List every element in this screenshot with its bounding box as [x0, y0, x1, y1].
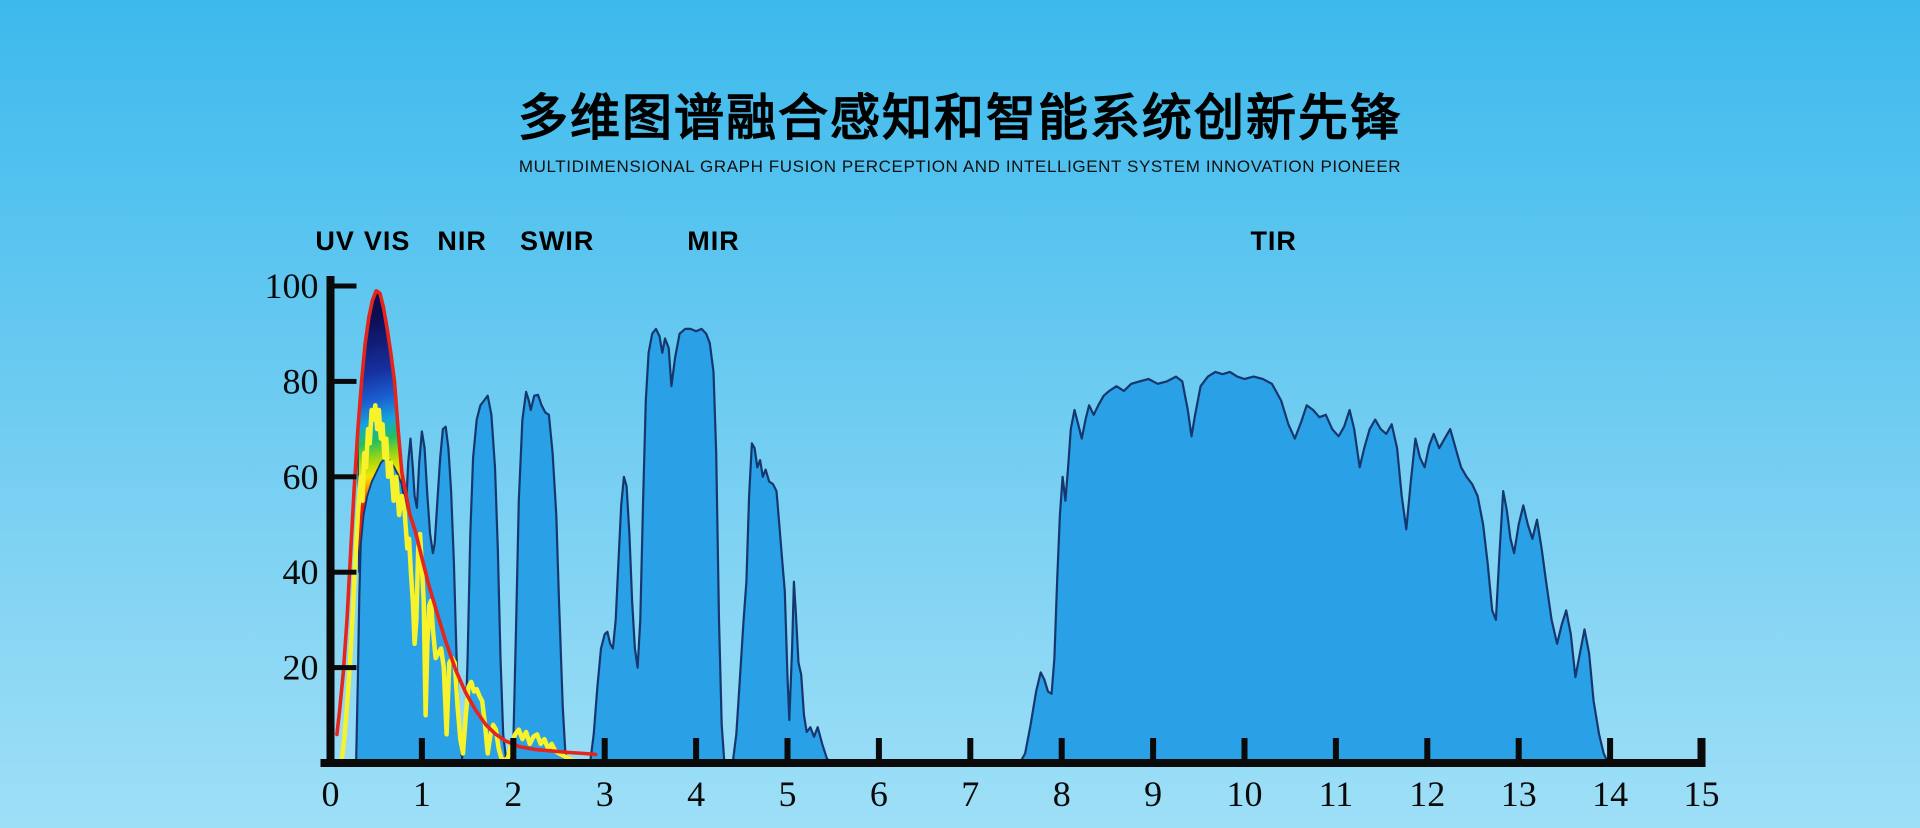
y-axis-tick [334, 283, 357, 289]
band-label-uv: UV [315, 226, 355, 256]
x-axis-tick [693, 738, 700, 759]
band-label-swir: SWIR [520, 226, 595, 256]
y-axis-tick [334, 474, 357, 480]
x-axis-tick [510, 738, 517, 759]
transmission-area [355, 327, 1610, 765]
x-axis-tick-label: 8 [1053, 774, 1071, 814]
band-label-vis: VIS [364, 226, 411, 256]
band-label-tir: TIR [1250, 226, 1297, 256]
page-subtitle: MULTIDIMENSIONAL GRAPH FUSION PERCEPTION… [518, 157, 1402, 176]
x-axis-tick-label: 14 [1592, 774, 1628, 814]
x-axis-tick [1058, 738, 1065, 759]
x-axis-tick-label: 7 [961, 774, 979, 814]
y-axis-tick-label: 20 [283, 648, 319, 688]
x-axis-tick-label: 11 [1319, 774, 1354, 814]
y-axis-tick [334, 378, 357, 384]
x-axis-end-cap [1697, 738, 1706, 767]
ground-solar-curve [339, 403, 582, 766]
x-axis-tick-label: 2 [504, 774, 522, 814]
y-axis-tick-label: 80 [283, 361, 319, 401]
page-title: 多维图谱融合感知和智能系统创新先锋 [518, 90, 1402, 146]
x-axis-tick [1515, 738, 1522, 759]
x-axis-tick-label: 6 [870, 774, 888, 814]
band-label-mir: MIR [687, 226, 740, 256]
x-axis-tick [967, 738, 974, 759]
y-axis-tick-label: 40 [283, 552, 319, 592]
x-axis-line [320, 759, 1703, 767]
x-axis-tick-label: 15 [1684, 774, 1720, 814]
y-axis-tick-label: 100 [265, 266, 319, 306]
y-axis-line [326, 276, 335, 767]
band-label-nir: NIR [437, 226, 487, 256]
y-axis-tick [334, 665, 357, 671]
x-axis-tick-label: 1 [413, 774, 431, 814]
x-axis-tick-label: 0 [322, 774, 340, 814]
x-axis-tick [1332, 738, 1339, 759]
x-axis-tick-label: 13 [1501, 774, 1537, 814]
x-axis-tick [1424, 738, 1431, 759]
x-axis-tick [601, 738, 608, 759]
x-axis-tick [418, 738, 425, 759]
x-axis-tick-label: 12 [1409, 774, 1445, 814]
x-axis-tick [1150, 738, 1157, 759]
x-axis-tick [1607, 738, 1614, 759]
x-axis-tick-label: 10 [1227, 774, 1263, 814]
y-axis-tick [334, 569, 357, 575]
x-axis-tick [784, 738, 791, 759]
solar-envelope-curve [335, 289, 598, 757]
x-axis-tick-label: 4 [687, 774, 705, 814]
x-axis-tick [875, 738, 882, 759]
x-axis-tick-label: 9 [1144, 774, 1162, 814]
x-axis-tick-label: 3 [596, 774, 614, 814]
y-axis-tick-label: 60 [283, 457, 319, 497]
x-axis-tick [1241, 738, 1248, 759]
x-axis-tick-label: 5 [779, 774, 797, 814]
